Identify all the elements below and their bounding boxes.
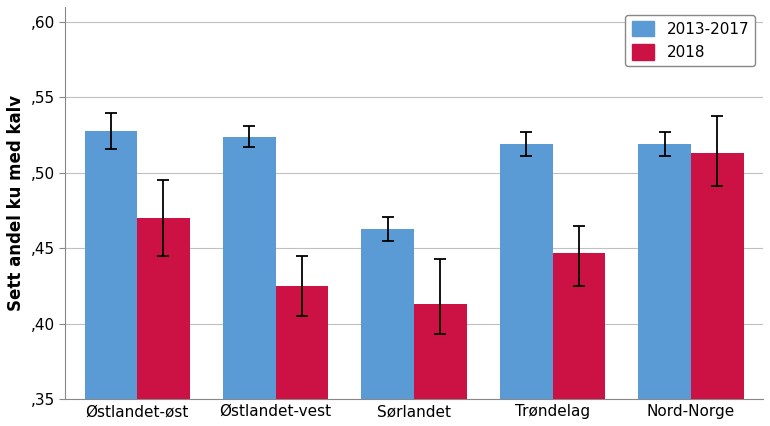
Y-axis label: Sett andel ku med kalv: Sett andel ku med kalv (7, 95, 25, 311)
Bar (223, 137, 276, 426)
Bar (137, 218, 189, 426)
Bar (638, 144, 691, 426)
Bar (414, 304, 467, 426)
Bar (553, 253, 605, 426)
Bar (85, 131, 137, 426)
Legend: 2013-2017, 2018: 2013-2017, 2018 (625, 14, 755, 66)
Bar (361, 229, 414, 426)
Bar (691, 153, 744, 426)
Bar (276, 286, 328, 426)
Bar (500, 144, 553, 426)
